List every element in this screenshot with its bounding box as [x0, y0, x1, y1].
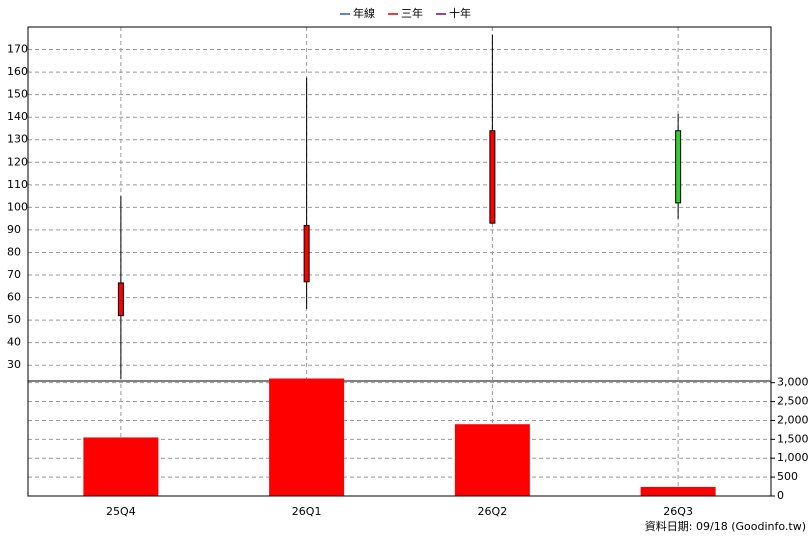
y-tick-label: 140 [7, 110, 28, 123]
y-tick-label: 80 [7, 245, 21, 258]
y2-tick-label: 500 [777, 470, 798, 483]
candle-body [675, 130, 682, 204]
footer: 資料日期: 09/18 (Goodinfo.tw) [645, 519, 806, 533]
y-tick-label: 150 [7, 88, 28, 101]
y-tick-label: 130 [7, 133, 28, 146]
y2-tick-label: 0 [777, 489, 784, 502]
legend-label: 十年 [449, 6, 471, 20]
legend-label: 三年 [401, 6, 423, 20]
volume-bar [269, 378, 345, 496]
candle-body [303, 224, 310, 283]
y-tick-label: 50 [7, 313, 21, 326]
legend-label: 年線 [353, 6, 375, 20]
y-tick-label: 110 [7, 178, 28, 191]
candle-body [489, 130, 496, 224]
x-tick-label: 26Q1 [292, 505, 322, 518]
y-tick-label: 60 [7, 291, 21, 304]
y-tick-label: 170 [7, 43, 28, 56]
y-tick-label: 90 [7, 223, 21, 236]
y2-tick-label: 1,500 [777, 432, 808, 445]
y-tick-label: 100 [7, 200, 28, 213]
y2-tick-label: 2,000 [777, 413, 808, 426]
y2-tick-label: 1,000 [777, 451, 808, 464]
plot-border [27, 26, 772, 497]
x-tick-label: 25Q4 [106, 505, 136, 518]
volume-bar [640, 486, 716, 496]
y2-tick-label: 2,500 [777, 395, 808, 408]
y-tick-label: 70 [7, 268, 21, 281]
y-tick-label: 40 [7, 336, 21, 349]
y-tick-label: 160 [7, 65, 28, 78]
volume-bar [83, 437, 159, 496]
y2-tick-label: 3,000 [777, 376, 808, 389]
y-tick-label: 120 [7, 155, 28, 168]
x-tick-label: 26Q3 [663, 505, 693, 518]
candle-body [117, 282, 124, 317]
y-tick-label: 30 [7, 358, 21, 371]
plot-frame [27, 26, 772, 497]
volume-bar [454, 424, 530, 496]
x-tick-label: 26Q2 [478, 505, 508, 518]
